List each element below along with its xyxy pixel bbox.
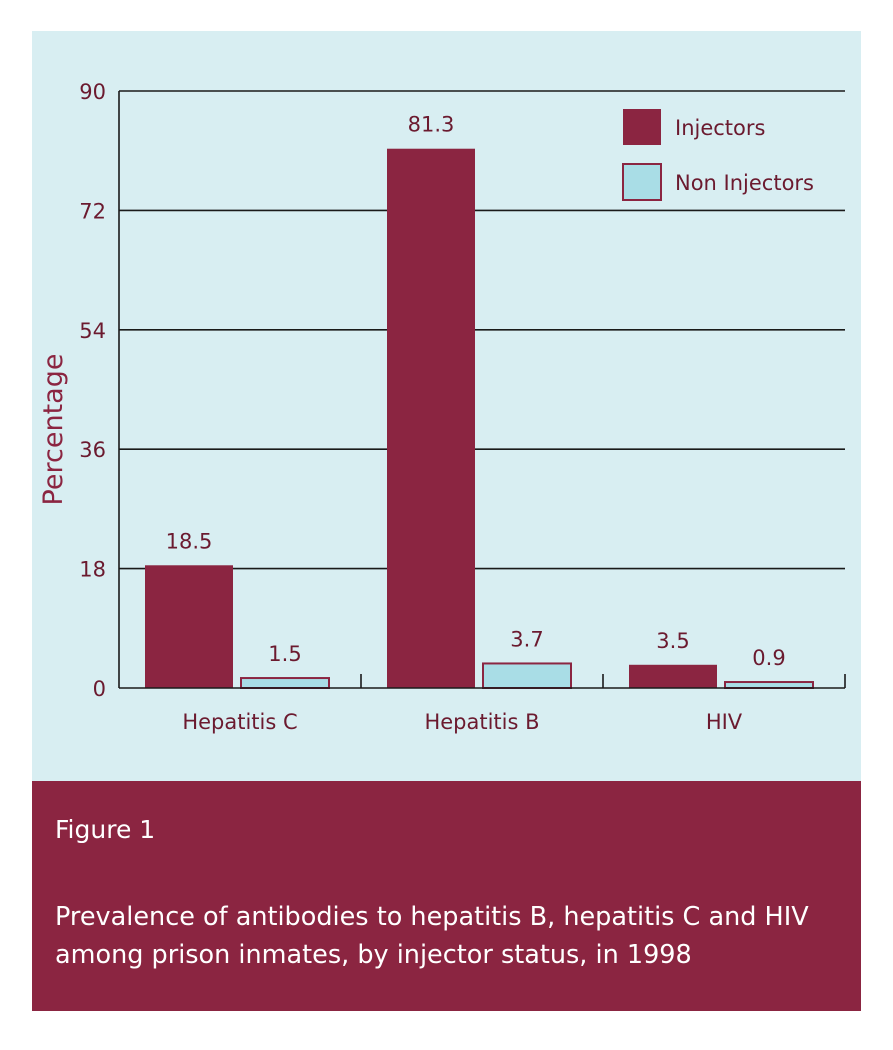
x-tick-label: Hepatitis B	[424, 710, 539, 734]
bar-non-injectors-hepatitis-b	[482, 662, 572, 689]
figure: 0 18 36 54 72 90 Percentage 18.5 1.5 Hepatitis C 8…	[32, 31, 861, 1011]
data-label: 0.9	[752, 646, 785, 670]
bar-non-injectors-hepatitis-c	[240, 677, 330, 689]
caption-box: Figure 1 Prevalence of antibodies to hep…	[32, 781, 861, 1011]
data-label: 18.5	[166, 529, 213, 553]
figure-caption: Prevalence of antibodies to hepatitis B,…	[55, 902, 809, 970]
y-tick-label: 36	[79, 438, 106, 462]
y-tick-label: 72	[79, 199, 106, 223]
bar-chart: 0 18 36 54 72 90 Percentage 18.5 1.5 Hepatitis C 8…	[38, 80, 846, 734]
y-tick-label: 54	[79, 319, 106, 343]
bar-injectors-hepatitis-b	[387, 148, 475, 689]
y-tick-label: 18	[79, 558, 106, 582]
figure-label: Figure 1	[55, 815, 156, 844]
bar-injectors-hepatitis-c	[145, 565, 233, 688]
data-label: 3.5	[656, 629, 689, 653]
x-tick-label: Hepatitis C	[182, 710, 297, 734]
legend-label: Injectors	[675, 116, 765, 140]
bar-non-injectors-hiv	[724, 681, 814, 690]
data-label: 3.7	[510, 627, 543, 651]
x-tick-label: HIV	[706, 710, 743, 734]
y-axis-label: Percentage	[38, 354, 69, 506]
legend-swatch-injectors	[623, 109, 661, 145]
data-label: 1.5	[268, 642, 301, 666]
legend-label: Non Injectors	[675, 171, 814, 195]
data-label: 81.3	[408, 113, 455, 137]
legend-swatch-non-injectors	[622, 163, 662, 201]
bar-injectors-hiv	[629, 664, 717, 688]
plot-area: 0 18 36 54 72 90 Percentage 18.5 1.5 Hepatitis C 8…	[32, 31, 861, 781]
y-tick-label: 90	[79, 80, 106, 104]
y-tick-label: 0	[93, 677, 106, 701]
